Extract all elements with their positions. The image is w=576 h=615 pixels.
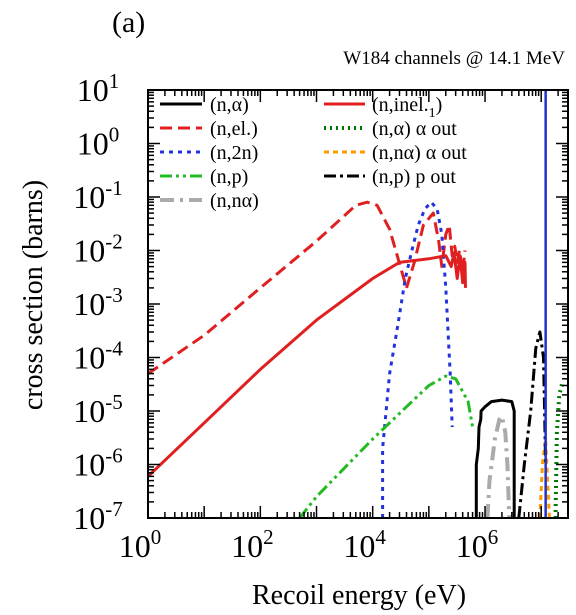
legend-entry-label: (n,2n) <box>210 142 258 164</box>
series-layer <box>148 90 565 518</box>
y-tick-label: 101 <box>77 69 120 108</box>
legend-entry-label: (n,nα) α out <box>372 142 467 164</box>
series-line-5 <box>485 414 512 518</box>
y-tick-label: 10-2 <box>73 230 123 269</box>
legend-entry-label: (n,α) α out <box>372 118 457 140</box>
legend-entry-label: (n,inel.1) <box>372 94 442 121</box>
y-tick-label: 10-7 <box>73 497 123 536</box>
y-tick-label: 10-4 <box>73 337 123 376</box>
y-tick-label: 10-6 <box>73 444 123 483</box>
y-tick-label: 100 <box>77 123 120 162</box>
x-tick-label: 106 <box>456 525 499 564</box>
panel-label: (a) <box>112 6 145 39</box>
y-axis-label: cross section (barns) <box>18 180 49 410</box>
y-tick-label: 10-3 <box>73 283 123 322</box>
series-line-7 <box>553 381 565 518</box>
y-tick-label: 10-5 <box>73 390 123 429</box>
legend-entry-label: (n,p) <box>210 166 248 188</box>
legend-entry-label: (n,el.) <box>210 118 258 140</box>
legend-entry-label: (n,p) p out <box>372 166 456 188</box>
series-line-1 <box>474 398 516 518</box>
chart-title: W184 channels @ 14.1 MeV <box>343 48 565 69</box>
series-line-4 <box>298 374 475 518</box>
y-tick-label: 10-1 <box>73 176 123 215</box>
series-line-2 <box>148 200 467 375</box>
series-line-6 <box>148 251 467 478</box>
legend-entry-label: (n,α) <box>210 94 249 116</box>
x-tick-label: 102 <box>231 525 274 564</box>
x-axis-label: Recoil energy (eV) <box>252 580 466 611</box>
legend-entry-label: (n,nα) <box>210 190 259 212</box>
plot-frame <box>147 89 569 519</box>
legend: (n,α)(n,el.)(n,2n)(n,p)(n,nα)(n,inel.1)(… <box>160 94 467 212</box>
x-tick-label: 104 <box>343 525 386 564</box>
x-tick-label: 100 <box>119 525 162 564</box>
